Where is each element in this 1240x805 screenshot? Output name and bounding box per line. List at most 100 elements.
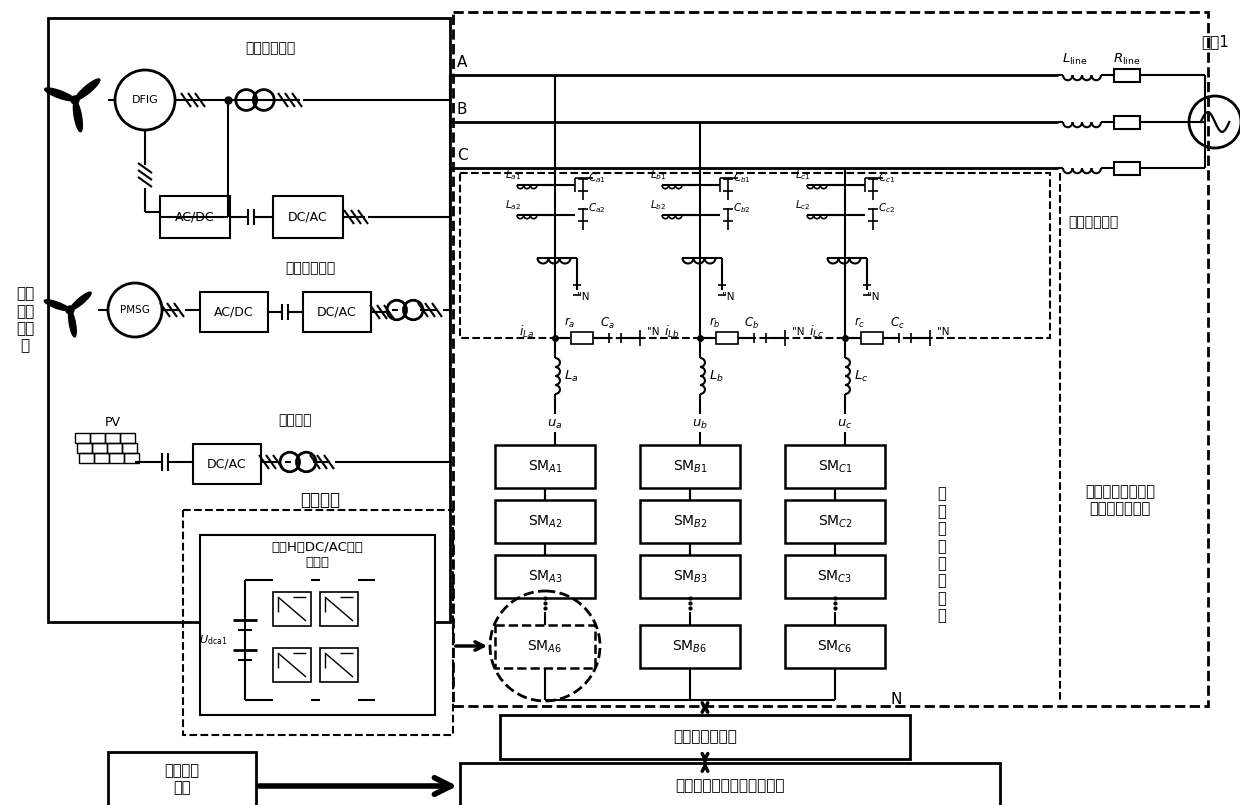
Bar [1114, 162, 1140, 175]
Text: SM$_{B2}$: SM$_{B2}$ [672, 514, 707, 530]
Text: "N: "N [792, 327, 805, 337]
Text: $C_b$: $C_b$ [744, 316, 760, 331]
Text: $C_{b2}$: $C_{b2}$ [733, 201, 751, 215]
Text: $L_c$: $L_c$ [854, 369, 868, 383]
Bar [570, 332, 593, 344]
Ellipse shape [71, 292, 91, 310]
Text: $L_{b1}$: $L_{b1}$ [650, 168, 666, 182]
Text: $i_{Lb}$: $i_{Lb}$ [665, 324, 680, 340]
Bar [193, 444, 260, 484]
Text: $C_a$: $C_a$ [600, 316, 614, 331]
Bar [273, 648, 311, 682]
Bar [160, 196, 229, 238]
Text: SM$_{A6}$: SM$_{A6}$ [527, 638, 563, 654]
Text: 直驱风力发电: 直驱风力发电 [285, 261, 335, 275]
Bar [495, 445, 595, 488]
Text: "N: "N [722, 292, 734, 302]
Bar [273, 592, 311, 626]
Text: $L_{c2}$: $L_{c2}$ [795, 198, 811, 212]
Bar [320, 592, 358, 626]
Bar [495, 625, 595, 668]
Ellipse shape [73, 101, 82, 132]
Bar [1114, 115, 1140, 129]
Text: PV: PV [105, 415, 122, 428]
Text: $C_{b1}$: $C_{b1}$ [733, 171, 751, 185]
Text: $r_c$: $r_c$ [854, 316, 866, 330]
Text: "N: "N [936, 327, 950, 337]
Bar [640, 555, 740, 598]
Text: 光伏发电: 光伏发电 [278, 413, 311, 427]
Text: 信号处理
单元: 信号处理 单元 [165, 763, 200, 795]
Text: DC/AC: DC/AC [317, 306, 357, 319]
Text: N: N [890, 692, 901, 708]
Text: 新能
源发
电设
备: 新能 源发 电设 备 [16, 287, 35, 353]
Text: 扰动注入支路: 扰动注入支路 [1068, 215, 1118, 229]
Text: $r_a$: $r_a$ [564, 316, 575, 330]
Text: $u_b$: $u_b$ [692, 418, 708, 431]
Text: $C_{c1}$: $C_{c1}$ [878, 171, 895, 185]
Text: 双谐振注入式宽频
带阻抗测量装置: 双谐振注入式宽频 带阻抗测量装置 [1085, 484, 1154, 516]
Text: $L_{b2}$: $L_{b2}$ [650, 198, 666, 212]
Text: $u_c$: $u_c$ [837, 418, 853, 431]
Text: DC/AC: DC/AC [288, 210, 327, 224]
Text: 功率模块: 功率模块 [300, 491, 340, 509]
Text: B: B [456, 101, 467, 117]
Bar [495, 555, 595, 598]
Bar [200, 535, 435, 715]
Bar [108, 752, 255, 805]
Text: 宽频带阻抗计算与监控单元: 宽频带阻抗计算与监控单元 [676, 778, 785, 794]
Text: $L_{a1}$: $L_{a1}$ [505, 168, 521, 182]
Text: $r_b$: $r_b$ [709, 316, 720, 330]
Bar [785, 555, 885, 598]
Bar [460, 173, 1050, 338]
Bar [785, 500, 885, 543]
Bar [184, 510, 453, 735]
Bar [785, 445, 885, 488]
Bar [495, 500, 595, 543]
Text: SM$_{B3}$: SM$_{B3}$ [672, 568, 708, 584]
Text: SM$_{A3}$: SM$_{A3}$ [527, 568, 563, 584]
Text: $L_a$: $L_a$ [564, 369, 578, 383]
Bar [303, 292, 371, 332]
Text: $u_a$: $u_a$ [547, 418, 563, 431]
Text: 电
流
扰
动
注
入
单
元: 电 流 扰 动 注 入 单 元 [937, 486, 946, 623]
Text: $R_{\rm line}$: $R_{\rm line}$ [1114, 52, 1141, 67]
Text: $C_c$: $C_c$ [889, 316, 904, 331]
Bar [460, 763, 999, 805]
Bar [640, 500, 740, 543]
Text: $C_{a1}$: $C_{a1}$ [588, 171, 606, 185]
Circle shape [71, 96, 79, 104]
Text: 单相H桥DC/AC变换
器模块: 单相H桥DC/AC变换 器模块 [272, 541, 363, 569]
Text: SM$_{C6}$: SM$_{C6}$ [817, 638, 853, 654]
Text: $L_b$: $L_b$ [708, 369, 723, 383]
Bar [785, 625, 885, 668]
Text: "N: "N [577, 292, 589, 302]
Text: AC/DC: AC/DC [215, 306, 254, 319]
Bar [453, 12, 1208, 706]
Bar [500, 715, 910, 759]
Text: $C_{a2}$: $C_{a2}$ [588, 201, 606, 215]
Text: $U_{\rm dca1}$: $U_{\rm dca1}$ [198, 633, 227, 647]
Text: $L_{\rm line}$: $L_{\rm line}$ [1063, 52, 1087, 67]
Text: SM$_{B1}$: SM$_{B1}$ [672, 458, 707, 475]
Bar [715, 332, 738, 344]
Text: 双馈风力发电: 双馈风力发电 [244, 41, 295, 55]
Bar [640, 445, 740, 488]
Ellipse shape [76, 79, 100, 100]
Text: AC/DC: AC/DC [175, 210, 215, 224]
Text: SM$_{C3}$: SM$_{C3}$ [817, 568, 853, 584]
Text: SM$_{A2}$: SM$_{A2}$ [527, 514, 563, 530]
Bar [640, 625, 740, 668]
Bar [320, 648, 358, 682]
Text: $C_{c2}$: $C_{c2}$ [878, 201, 895, 215]
Bar [861, 332, 883, 344]
Bar [273, 196, 343, 238]
Text: PMSG: PMSG [120, 305, 150, 315]
Text: 宽频带输出控制: 宽频带输出控制 [673, 729, 737, 745]
Text: SM$_{C2}$: SM$_{C2}$ [817, 514, 852, 530]
Text: $i_{La}$: $i_{La}$ [520, 324, 534, 340]
Text: $L_{c1}$: $L_{c1}$ [795, 168, 811, 182]
Text: "N: "N [867, 292, 879, 302]
Text: A: A [456, 55, 467, 69]
Text: "N: "N [647, 327, 660, 337]
